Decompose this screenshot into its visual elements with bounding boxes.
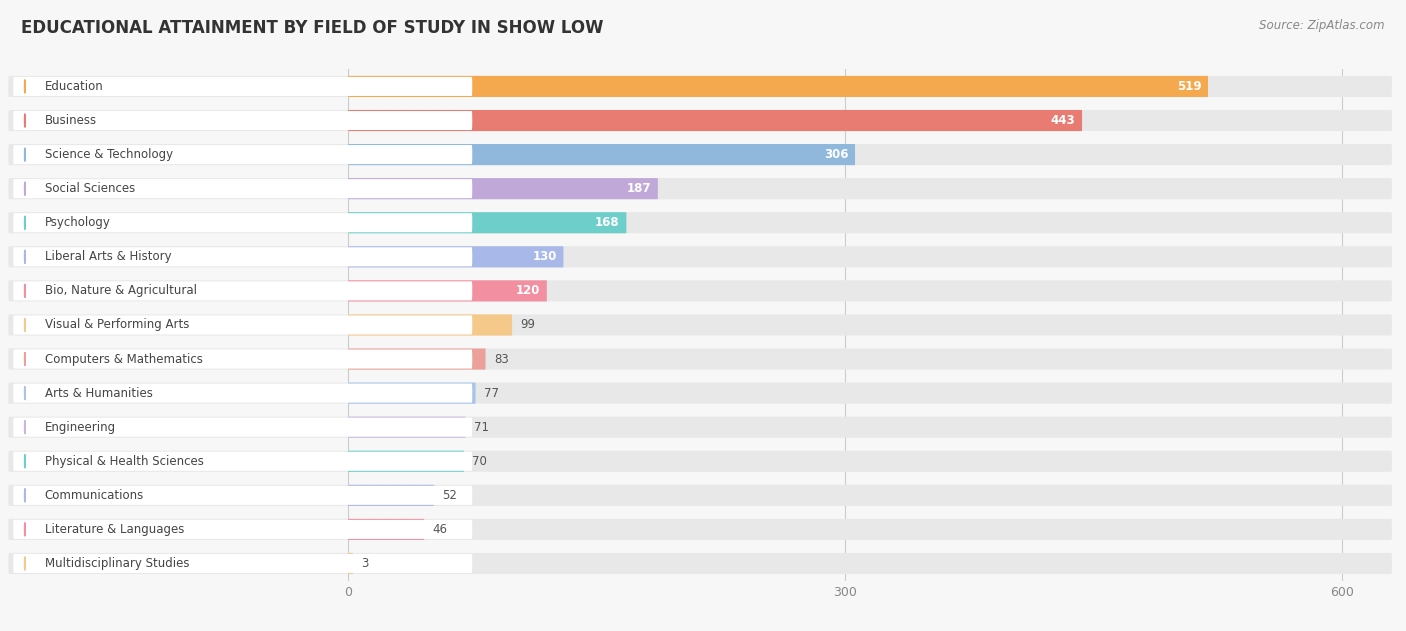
Text: Multidisciplinary Studies: Multidisciplinary Studies [45, 557, 190, 570]
FancyBboxPatch shape [8, 348, 1392, 370]
Text: 306: 306 [824, 148, 848, 161]
FancyBboxPatch shape [349, 212, 627, 233]
FancyBboxPatch shape [8, 314, 1392, 336]
FancyBboxPatch shape [349, 76, 1208, 97]
Text: 168: 168 [595, 216, 620, 229]
FancyBboxPatch shape [13, 520, 472, 539]
FancyBboxPatch shape [13, 486, 472, 505]
Text: Communications: Communications [45, 489, 143, 502]
Text: 77: 77 [484, 387, 499, 399]
FancyBboxPatch shape [8, 416, 1392, 438]
FancyBboxPatch shape [8, 144, 1392, 165]
FancyBboxPatch shape [349, 519, 425, 540]
FancyBboxPatch shape [349, 110, 1083, 131]
Text: Computers & Mathematics: Computers & Mathematics [45, 353, 202, 365]
FancyBboxPatch shape [13, 281, 472, 300]
Text: Business: Business [45, 114, 97, 127]
FancyBboxPatch shape [13, 111, 472, 130]
FancyBboxPatch shape [13, 77, 472, 96]
Text: Literature & Languages: Literature & Languages [45, 523, 184, 536]
FancyBboxPatch shape [13, 247, 472, 266]
Text: Visual & Performing Arts: Visual & Performing Arts [45, 319, 190, 331]
FancyBboxPatch shape [8, 212, 1392, 233]
FancyBboxPatch shape [349, 348, 485, 370]
FancyBboxPatch shape [8, 246, 1392, 268]
Text: EDUCATIONAL ATTAINMENT BY FIELD OF STUDY IN SHOW LOW: EDUCATIONAL ATTAINMENT BY FIELD OF STUDY… [21, 19, 603, 37]
FancyBboxPatch shape [349, 178, 658, 199]
Text: 99: 99 [520, 319, 536, 331]
FancyBboxPatch shape [8, 382, 1392, 404]
FancyBboxPatch shape [13, 316, 472, 334]
FancyBboxPatch shape [13, 452, 472, 471]
Text: 71: 71 [474, 421, 489, 433]
Text: 83: 83 [494, 353, 509, 365]
Text: Engineering: Engineering [45, 421, 115, 433]
FancyBboxPatch shape [13, 418, 472, 437]
Text: Psychology: Psychology [45, 216, 111, 229]
Text: Education: Education [45, 80, 104, 93]
FancyBboxPatch shape [8, 178, 1392, 199]
Text: 70: 70 [472, 455, 486, 468]
Text: 3: 3 [361, 557, 368, 570]
FancyBboxPatch shape [349, 553, 353, 574]
Text: 187: 187 [627, 182, 651, 195]
FancyBboxPatch shape [349, 144, 855, 165]
FancyBboxPatch shape [8, 485, 1392, 506]
FancyBboxPatch shape [13, 213, 472, 232]
Text: 52: 52 [443, 489, 457, 502]
Text: 130: 130 [533, 251, 557, 263]
FancyBboxPatch shape [349, 246, 564, 268]
Text: 443: 443 [1050, 114, 1076, 127]
Text: 46: 46 [433, 523, 447, 536]
FancyBboxPatch shape [349, 314, 512, 336]
FancyBboxPatch shape [13, 554, 472, 573]
FancyBboxPatch shape [8, 519, 1392, 540]
Text: Physical & Health Sciences: Physical & Health Sciences [45, 455, 204, 468]
Text: 519: 519 [1177, 80, 1201, 93]
Text: Arts & Humanities: Arts & Humanities [45, 387, 153, 399]
FancyBboxPatch shape [8, 451, 1392, 472]
Text: Liberal Arts & History: Liberal Arts & History [45, 251, 172, 263]
Text: Source: ZipAtlas.com: Source: ZipAtlas.com [1260, 19, 1385, 32]
FancyBboxPatch shape [349, 451, 464, 472]
FancyBboxPatch shape [349, 485, 434, 506]
FancyBboxPatch shape [8, 110, 1392, 131]
FancyBboxPatch shape [349, 382, 475, 404]
Text: 120: 120 [516, 285, 540, 297]
FancyBboxPatch shape [8, 553, 1392, 574]
FancyBboxPatch shape [349, 416, 465, 438]
FancyBboxPatch shape [8, 76, 1392, 97]
FancyBboxPatch shape [13, 350, 472, 369]
Text: Social Sciences: Social Sciences [45, 182, 135, 195]
Text: Bio, Nature & Agricultural: Bio, Nature & Agricultural [45, 285, 197, 297]
FancyBboxPatch shape [349, 280, 547, 302]
FancyBboxPatch shape [13, 179, 472, 198]
FancyBboxPatch shape [13, 384, 472, 403]
Text: Science & Technology: Science & Technology [45, 148, 173, 161]
FancyBboxPatch shape [13, 145, 472, 164]
FancyBboxPatch shape [8, 280, 1392, 302]
